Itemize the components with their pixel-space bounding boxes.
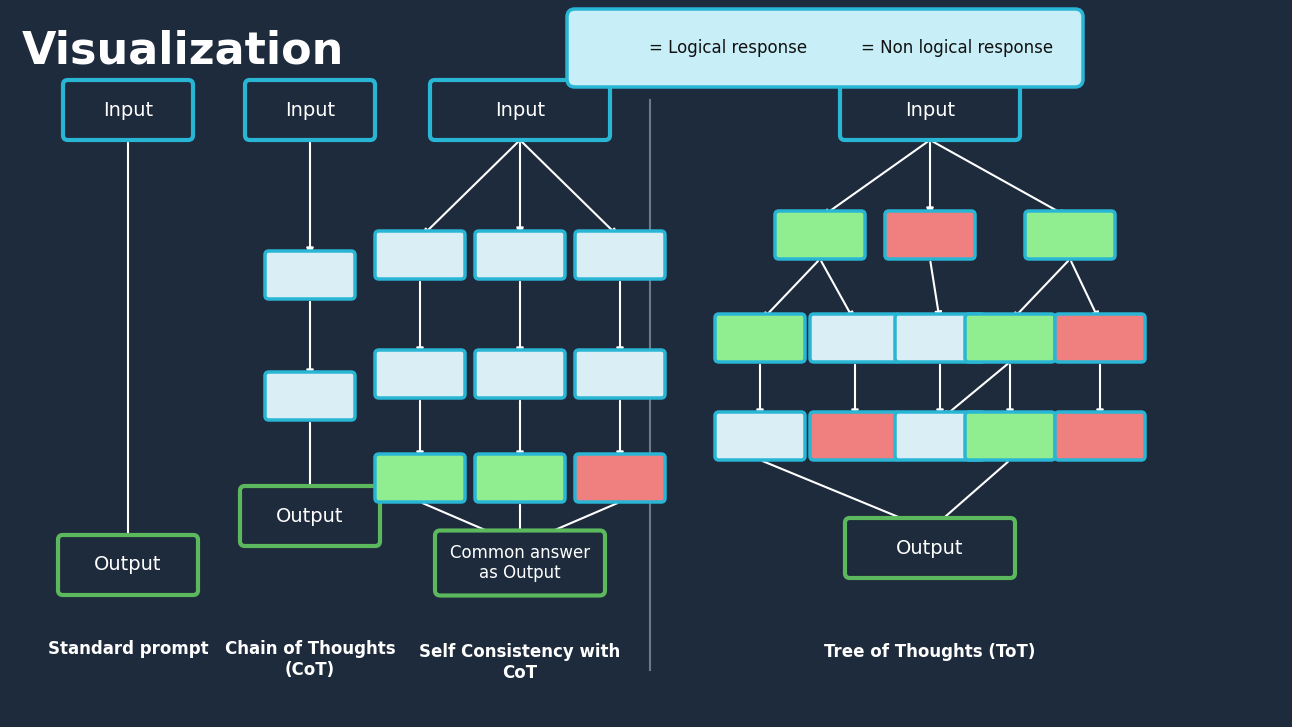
FancyBboxPatch shape [575, 350, 665, 398]
FancyBboxPatch shape [965, 412, 1056, 460]
Text: = Logical response: = Logical response [649, 39, 808, 57]
Text: Input: Input [904, 100, 955, 119]
FancyBboxPatch shape [58, 535, 198, 595]
Text: Output: Output [94, 555, 162, 574]
FancyBboxPatch shape [567, 9, 1083, 87]
Text: Visualization: Visualization [22, 30, 345, 73]
Text: Self Consistency with
CoT: Self Consistency with CoT [420, 643, 620, 682]
FancyBboxPatch shape [430, 80, 610, 140]
FancyBboxPatch shape [594, 29, 642, 67]
Text: Output: Output [276, 507, 344, 526]
FancyBboxPatch shape [885, 211, 975, 259]
FancyBboxPatch shape [375, 454, 465, 502]
Text: Tree of Thoughts (ToT): Tree of Thoughts (ToT) [824, 643, 1036, 661]
Text: Output: Output [897, 539, 964, 558]
Text: Input: Input [103, 100, 152, 119]
FancyBboxPatch shape [806, 29, 854, 67]
Text: Common answer
as Output: Common answer as Output [450, 544, 590, 582]
FancyBboxPatch shape [265, 251, 355, 299]
FancyBboxPatch shape [475, 231, 565, 279]
FancyBboxPatch shape [845, 518, 1016, 578]
FancyBboxPatch shape [240, 486, 380, 546]
FancyBboxPatch shape [435, 531, 605, 595]
Text: Input: Input [286, 100, 335, 119]
FancyBboxPatch shape [775, 211, 866, 259]
FancyBboxPatch shape [1025, 211, 1115, 259]
Text: = Non logical response: = Non logical response [860, 39, 1053, 57]
FancyBboxPatch shape [575, 231, 665, 279]
FancyBboxPatch shape [575, 454, 665, 502]
FancyBboxPatch shape [895, 412, 985, 460]
Text: Input: Input [495, 100, 545, 119]
FancyBboxPatch shape [63, 80, 193, 140]
Text: Chain of Thoughts
(CoT): Chain of Thoughts (CoT) [225, 640, 395, 679]
FancyBboxPatch shape [375, 231, 465, 279]
FancyBboxPatch shape [475, 350, 565, 398]
FancyBboxPatch shape [265, 372, 355, 420]
FancyBboxPatch shape [714, 314, 805, 362]
FancyBboxPatch shape [375, 350, 465, 398]
Text: Standard prompt: Standard prompt [48, 640, 208, 658]
FancyBboxPatch shape [714, 412, 805, 460]
FancyBboxPatch shape [1056, 314, 1145, 362]
FancyBboxPatch shape [965, 314, 1056, 362]
FancyBboxPatch shape [1056, 412, 1145, 460]
FancyBboxPatch shape [475, 454, 565, 502]
FancyBboxPatch shape [810, 314, 901, 362]
FancyBboxPatch shape [245, 80, 375, 140]
FancyBboxPatch shape [810, 412, 901, 460]
FancyBboxPatch shape [895, 314, 985, 362]
FancyBboxPatch shape [840, 80, 1019, 140]
